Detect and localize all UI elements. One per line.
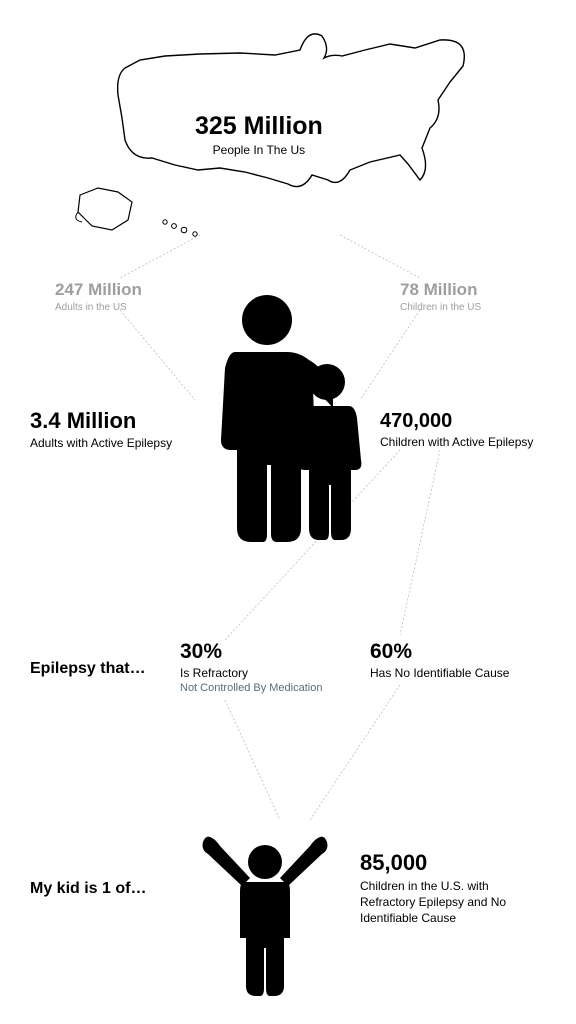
refractory-stat: 30% Is Refractory Not Controlled By Medi… [180, 640, 322, 694]
no-cause-value: 60% [370, 640, 509, 664]
children-us-label: Children in the US [400, 302, 481, 313]
no-cause-stat: 60% Has No Identifiable Cause [370, 640, 509, 680]
adults-epilepsy-label: Adults with Active Epilepsy [30, 436, 172, 450]
adults-us-stat: 247 Million Adults in the US [55, 280, 142, 313]
children-epilepsy-label: Children with Active Epilepsy [380, 435, 533, 449]
adults-epilepsy-stat: 3.4 Million Adults with Active Epilepsy [30, 408, 172, 450]
us-population-label: People In The Us [195, 143, 323, 157]
no-cause-label: Has No Identifiable Cause [370, 666, 509, 680]
final-stat: 85,000 Children in the U.S. with Refract… [360, 850, 540, 927]
final-heading: My kid is 1 of… [30, 880, 146, 898]
refractory-label: Is Refractory [180, 666, 322, 680]
us-population-stat: 325 Million People In The Us [195, 112, 323, 157]
final-label: Children in the U.S. with Refractory Epi… [360, 878, 540, 927]
refractory-note: Not Controlled By Medication [180, 682, 322, 694]
adults-us-value: 247 Million [55, 280, 142, 300]
adults-epilepsy-value: 3.4 Million [30, 408, 172, 434]
child-arms-up-icon [200, 830, 330, 1000]
us-population-value: 325 Million [195, 112, 323, 141]
refractory-value: 30% [180, 640, 322, 664]
children-us-stat: 78 Million Children in the US [400, 280, 481, 313]
final-value: 85,000 [360, 850, 540, 876]
children-us-value: 78 Million [400, 280, 481, 300]
children-epilepsy-stat: 470,000 Children with Active Epilepsy [380, 410, 533, 449]
adult-child-icon [205, 290, 370, 550]
adults-us-label: Adults in the US [55, 302, 142, 313]
us-map-section: 325 Million People In The Us [50, 20, 526, 240]
breakdown-heading: Epilepsy that… [30, 660, 146, 678]
children-epilepsy-value: 470,000 [380, 410, 533, 433]
